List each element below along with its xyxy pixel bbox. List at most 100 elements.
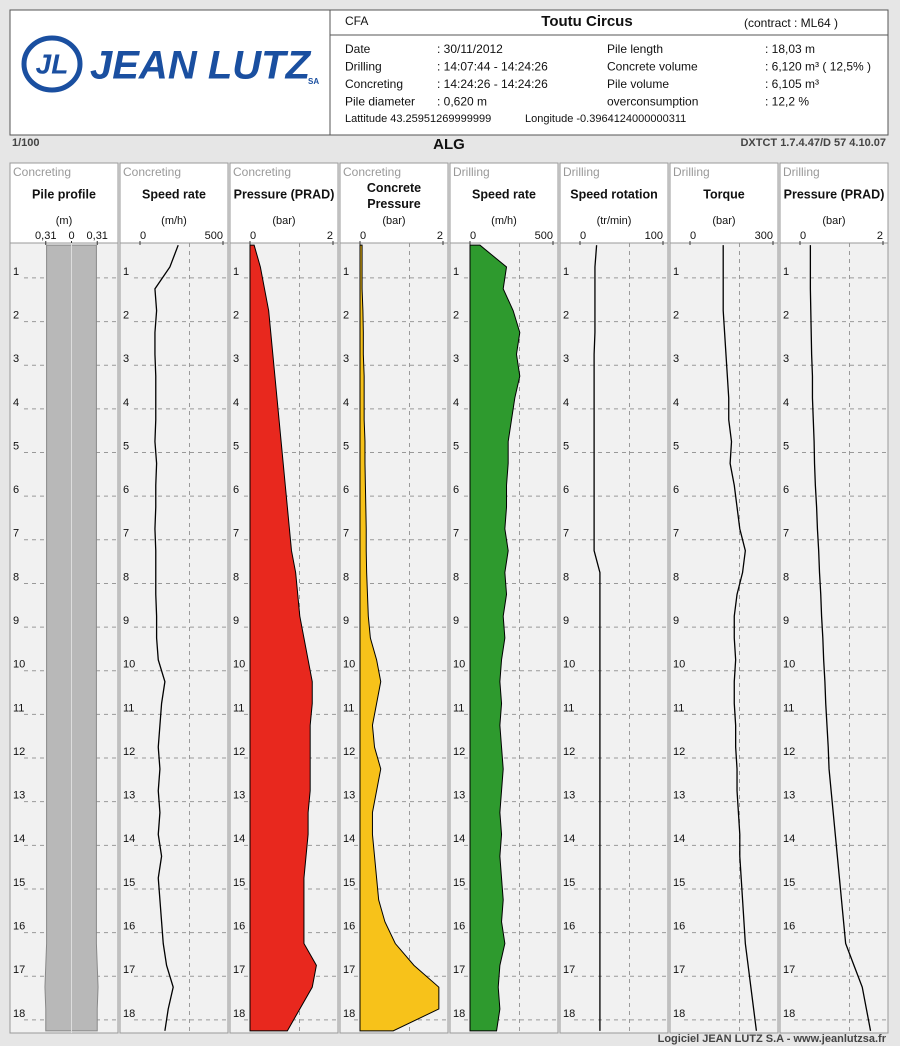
y-tick-label: 12 (123, 746, 135, 758)
panel-plot (339, 242, 449, 1034)
panel-phase: Concreting (13, 165, 71, 179)
y-tick-label: 8 (123, 571, 129, 583)
y-tick-label: 12 (783, 746, 795, 758)
y-tick-label: 5 (453, 440, 459, 452)
x-tick-label: 0,31 (87, 230, 108, 242)
panel-phase: Drilling (783, 165, 820, 179)
panel-unit: (bar) (272, 215, 295, 227)
y-tick-label: 1 (783, 266, 789, 278)
y-tick-label: 11 (783, 702, 794, 714)
panel-header (779, 162, 889, 244)
field-value: : 14:07:44 - 14:24:26 (437, 60, 548, 74)
y-tick-label: 17 (343, 964, 355, 976)
x-tick-label: 2 (437, 230, 443, 242)
y-tick-label: 3 (453, 353, 459, 365)
y-tick-label: 3 (233, 353, 239, 365)
y-tick-label: 7 (233, 528, 239, 540)
y-tick-label: 11 (123, 702, 134, 714)
y-tick-label: 1 (453, 266, 459, 278)
y-tick-label: 18 (673, 1008, 685, 1020)
y-tick-label: 18 (123, 1008, 135, 1020)
y-tick-label: 14 (343, 833, 355, 845)
panel-title: Speed rate (472, 187, 536, 201)
y-tick-label: 7 (673, 528, 679, 540)
y-tick-label: 9 (673, 615, 679, 627)
field-label: Date (345, 42, 371, 56)
y-tick-label: 12 (673, 746, 685, 758)
field-value: : 14:24:26 - 14:24:26 (437, 77, 548, 91)
panel-unit: (m/h) (161, 215, 187, 227)
y-tick-label: 14 (453, 833, 465, 845)
y-tick-label: 18 (13, 1008, 25, 1020)
y-tick-label: 14 (123, 833, 135, 845)
y-tick-label: 13 (783, 790, 795, 802)
y-tick-label: 3 (673, 353, 679, 365)
y-tick-label: 12 (343, 746, 355, 758)
y-tick-label: 13 (123, 790, 135, 802)
field-value: : 6,105 m³ (765, 77, 819, 91)
y-tick-label: 6 (673, 484, 679, 496)
panel-unit: (bar) (822, 215, 845, 227)
panel-title: Torque (703, 187, 744, 201)
y-tick-label: 14 (563, 833, 575, 845)
y-tick-label: 10 (453, 659, 465, 671)
y-tick-label: 7 (563, 528, 569, 540)
logo-name: JEAN LUTZ (90, 44, 312, 88)
y-tick-label: 2 (783, 309, 789, 321)
y-tick-label: 7 (123, 528, 129, 540)
y-tick-label: 8 (673, 571, 679, 583)
y-tick-label: 14 (233, 833, 245, 845)
y-tick-label: 11 (673, 702, 684, 714)
y-tick-label: 16 (233, 921, 245, 933)
y-tick-label: 7 (453, 528, 459, 540)
x-tick-label: 100 (645, 230, 663, 242)
y-tick-label: 6 (233, 484, 239, 496)
panel-header (229, 162, 339, 244)
y-tick-label: 7 (783, 528, 789, 540)
y-tick-label: 15 (233, 877, 245, 889)
y-tick-label: 10 (13, 659, 25, 671)
y-tick-label: 2 (233, 309, 239, 321)
y-tick-label: 15 (123, 877, 135, 889)
y-tick-label: 5 (123, 440, 129, 452)
y-tick-label: 4 (233, 397, 239, 409)
y-tick-label: 18 (783, 1008, 795, 1020)
y-tick-label: 2 (123, 309, 129, 321)
area (249, 244, 317, 1032)
y-tick-label: 10 (673, 659, 685, 671)
x-tick-label: 0 (690, 230, 696, 242)
y-tick-label: 18 (343, 1008, 355, 1020)
y-tick-label: 2 (453, 309, 459, 321)
field-label: Pile diameter (345, 95, 415, 109)
y-tick-label: 17 (453, 964, 465, 976)
y-tick-label: 3 (343, 353, 349, 365)
panel-plot (669, 242, 779, 1034)
logo-suffix: SA (308, 77, 319, 86)
y-tick-label: 10 (123, 659, 135, 671)
y-tick-label: 5 (13, 440, 19, 452)
footer: Logiciel JEAN LUTZ S.A - www.jeanlutzsa.… (658, 1033, 887, 1045)
panel-plot (119, 242, 229, 1034)
y-tick-label: 2 (13, 309, 19, 321)
y-tick-label: 9 (563, 615, 569, 627)
y-tick-label: 9 (783, 615, 789, 627)
panel-phase: Concreting (233, 165, 291, 179)
y-tick-label: 10 (343, 659, 355, 671)
y-tick-label: 13 (563, 790, 575, 802)
logo-ring (21, 35, 83, 93)
y-tick-label: 16 (673, 921, 685, 933)
y-tick-label: 4 (783, 397, 789, 409)
y-tick-label: 8 (563, 571, 569, 583)
x-tick-label: 0 (68, 230, 74, 242)
y-tick-label: 1 (343, 266, 349, 278)
panel-phase: Concreting (123, 165, 181, 179)
y-tick-label: 13 (343, 790, 355, 802)
y-tick-label: 1 (673, 266, 679, 278)
y-tick-label: 18 (563, 1008, 575, 1020)
y-tick-label: 16 (13, 921, 25, 933)
x-tick-label: 2 (327, 230, 333, 242)
x-tick-label: 300 (755, 230, 773, 242)
y-tick-label: 4 (673, 397, 679, 409)
y-tick-label: 15 (783, 877, 795, 889)
